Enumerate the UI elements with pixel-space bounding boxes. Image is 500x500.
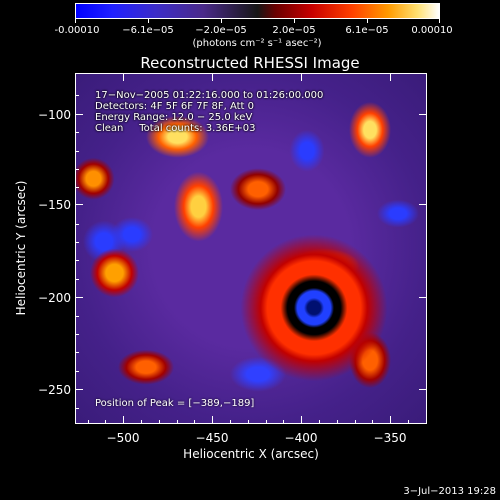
x-tick bbox=[390, 416, 391, 424]
x-axis-title: Heliocentric X (arcsec) bbox=[183, 447, 319, 461]
y-minor-tick bbox=[75, 279, 79, 280]
x-tick-label: −500 bbox=[106, 431, 140, 445]
y-minor-tick bbox=[75, 408, 79, 409]
y-minor-tick bbox=[75, 224, 79, 225]
x-minor-tick bbox=[408, 420, 409, 424]
y-minor-tick bbox=[75, 151, 79, 152]
y-minor-tick bbox=[75, 132, 79, 133]
colorbar-tick-label: −2.0e−05 bbox=[195, 25, 247, 36]
x-tick-label: −450 bbox=[195, 431, 229, 445]
colorbar-tick-label: -0.00010 bbox=[54, 25, 100, 36]
x-minor-tick bbox=[141, 420, 142, 424]
y-minor-tick bbox=[75, 187, 79, 188]
colorbar-tick bbox=[75, 19, 76, 23]
x-tick-label: −350 bbox=[373, 431, 407, 445]
x-tick-label: −400 bbox=[284, 431, 318, 445]
x-minor-tick bbox=[230, 420, 231, 424]
colorbar-tick-label: 6.1e−05 bbox=[345, 25, 389, 36]
colorbar-units: (photons cm⁻² s⁻¹ asec⁻²) bbox=[192, 38, 322, 49]
annotation-method: Clean Total counts: 3.36E+03 bbox=[95, 123, 256, 134]
x-minor-tick bbox=[283, 420, 284, 424]
x-minor-tick bbox=[337, 420, 338, 424]
colorbar-tick bbox=[294, 19, 295, 23]
x-minor-tick bbox=[248, 420, 249, 424]
y-tick-label: −150 bbox=[38, 198, 71, 212]
x-minor-tick bbox=[372, 420, 373, 424]
colorbar-tick bbox=[148, 19, 149, 23]
y-tick bbox=[75, 204, 83, 205]
colorbar-tick-label: −6.1e−05 bbox=[122, 25, 174, 36]
x-minor-tick bbox=[88, 420, 89, 424]
y-tick-label: −100 bbox=[38, 108, 71, 122]
x-minor-tick bbox=[177, 420, 178, 424]
x-tick bbox=[212, 73, 213, 81]
image-title: Reconstructed RHESSI Image bbox=[140, 54, 360, 72]
x-minor-tick bbox=[266, 420, 267, 424]
colorbar-tick bbox=[439, 19, 440, 23]
colorbar-tick bbox=[367, 19, 368, 23]
x-minor-tick bbox=[194, 420, 195, 424]
y-minor-tick bbox=[75, 316, 79, 317]
y-tick bbox=[419, 204, 427, 205]
x-minor-tick bbox=[319, 420, 320, 424]
y-tick bbox=[75, 389, 83, 390]
colorbar-tick-label: 2.0e−05 bbox=[272, 25, 316, 36]
annotation-peak: Position of Peak = [−389,−189] bbox=[95, 398, 255, 409]
timestamp: 3−Jul−2013 19:28 bbox=[403, 486, 496, 497]
y-axis-title: Heliocentric Y (arcsec) bbox=[14, 180, 28, 316]
y-minor-tick bbox=[75, 95, 79, 96]
colorbar-tick-label: 0.00010 bbox=[411, 25, 453, 36]
y-tick-label: −200 bbox=[38, 291, 71, 305]
x-tick bbox=[390, 73, 391, 81]
y-minor-tick bbox=[75, 352, 79, 353]
x-tick bbox=[301, 416, 302, 424]
colorbar bbox=[75, 3, 440, 19]
annotation-time: 17−Nov−2005 01:22:16.000 to 01:26:00.000 bbox=[95, 90, 324, 101]
x-tick bbox=[123, 416, 124, 424]
x-tick bbox=[123, 73, 124, 81]
y-tick bbox=[419, 297, 427, 298]
y-tick bbox=[419, 114, 427, 115]
y-tick bbox=[75, 114, 83, 115]
y-minor-tick bbox=[75, 371, 79, 372]
y-minor-tick bbox=[75, 169, 79, 170]
x-tick bbox=[212, 416, 213, 424]
x-minor-tick bbox=[159, 420, 160, 424]
y-minor-tick bbox=[75, 260, 79, 261]
x-tick bbox=[301, 73, 302, 81]
colorbar-tick bbox=[221, 19, 222, 23]
y-tick bbox=[75, 297, 83, 298]
y-minor-tick bbox=[75, 334, 79, 335]
y-tick-label: −250 bbox=[38, 383, 71, 397]
annotation-energy: Energy Range: 12.0 − 25.0 keV bbox=[95, 112, 253, 123]
y-tick bbox=[419, 389, 427, 390]
annotation-detectors: Detectors: 4F 5F 6F 7F 8F, Att 0 bbox=[95, 101, 255, 112]
rhessi-image bbox=[75, 73, 427, 424]
x-minor-tick bbox=[105, 420, 106, 424]
x-minor-tick bbox=[355, 420, 356, 424]
y-minor-tick bbox=[75, 242, 79, 243]
